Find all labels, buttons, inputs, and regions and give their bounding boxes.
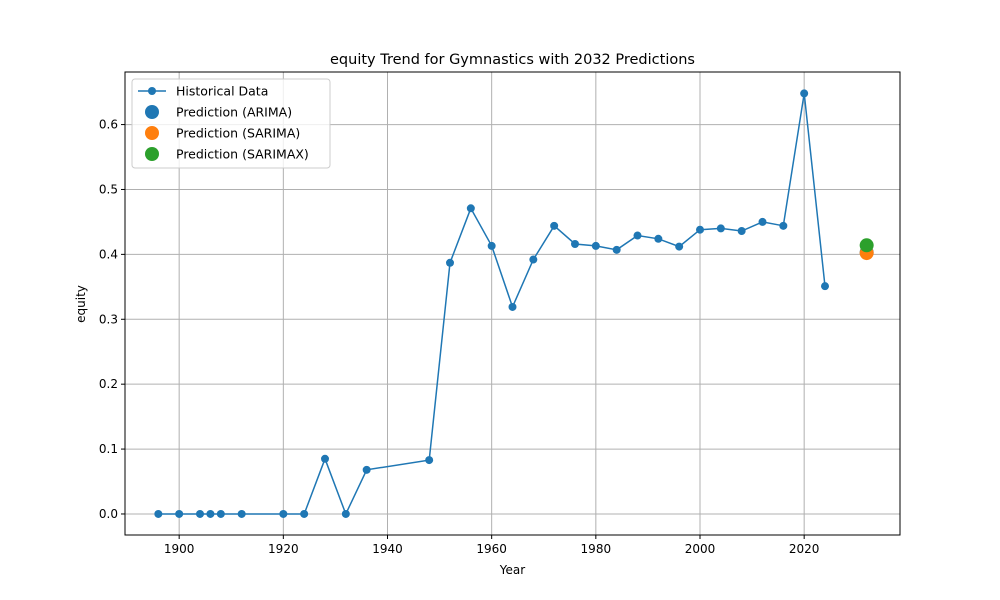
historical-data-point: [154, 510, 162, 518]
legend-label: Prediction (SARIMAX): [176, 147, 309, 162]
historical-data-point: [675, 243, 683, 251]
historical-data-point: [529, 256, 537, 264]
historical-data-point: [509, 303, 517, 311]
x-tick-label: 2000: [685, 542, 716, 556]
legend-prediction-arima-marker: [145, 105, 159, 119]
historical-data-point: [425, 456, 433, 464]
historical-data-point: [800, 89, 808, 97]
x-tick-label: 1980: [581, 542, 612, 556]
chart-title: equity Trend for Gymnastics with 2032 Pr…: [330, 52, 695, 68]
y-tick-label: 0.0: [99, 507, 118, 521]
historical-data-point: [550, 222, 558, 230]
historical-data-point: [206, 510, 214, 518]
x-axis-title: Year: [499, 563, 525, 577]
historical-data-point: [821, 282, 829, 290]
historical-data-point: [613, 246, 621, 254]
historical-data-point: [634, 232, 642, 240]
historical-data-point: [696, 226, 704, 234]
historical-data-point: [488, 242, 496, 250]
legend-label: Prediction (SARIMA): [176, 126, 300, 141]
x-tick-label: 1920: [268, 542, 299, 556]
historical-data-point: [738, 227, 746, 235]
historical-data-point: [717, 224, 725, 232]
y-tick-label: 0.1: [99, 442, 118, 456]
x-tick-label: 1900: [164, 542, 195, 556]
y-tick-label: 0.3: [99, 312, 118, 326]
y-tick-label: 0.4: [99, 247, 118, 261]
historical-data-point: [654, 235, 662, 243]
historical-data-point: [446, 259, 454, 267]
historical-data-point: [196, 510, 204, 518]
historical-data-point: [321, 455, 329, 463]
historical-data-point: [342, 510, 350, 518]
historical-data-point: [300, 510, 308, 518]
historical-data-point: [175, 510, 183, 518]
x-tick-label: 1940: [372, 542, 403, 556]
historical-data-point: [571, 240, 579, 248]
legend-label: Historical Data: [176, 84, 268, 99]
legend-prediction-sarimax-marker: [145, 147, 159, 161]
y-tick-label: 0.5: [99, 182, 118, 196]
historical-data-point: [592, 242, 600, 250]
historical-data-point: [759, 218, 767, 226]
historical-data-point: [238, 510, 246, 518]
legend: Historical Data Prediction (ARIMA) Predict…: [132, 79, 330, 168]
legend-prediction-sarima-marker: [145, 126, 159, 140]
legend-label: Prediction (ARIMA): [176, 105, 292, 120]
prediction-sarimax-point: [860, 238, 874, 252]
historical-data-point: [363, 466, 371, 474]
historical-data-point: [467, 204, 475, 212]
y-tick-label: 0.6: [99, 118, 118, 132]
y-tick-label: 0.2: [99, 377, 118, 391]
historical-data-point: [217, 510, 225, 518]
historical-data-point: [279, 510, 287, 518]
x-tick-label: 2020: [789, 542, 820, 556]
legend-historical-marker: [148, 87, 156, 95]
x-tick-label: 1960: [476, 542, 507, 556]
y-axis-title: equity: [74, 285, 88, 323]
historical-data-point: [779, 222, 787, 230]
